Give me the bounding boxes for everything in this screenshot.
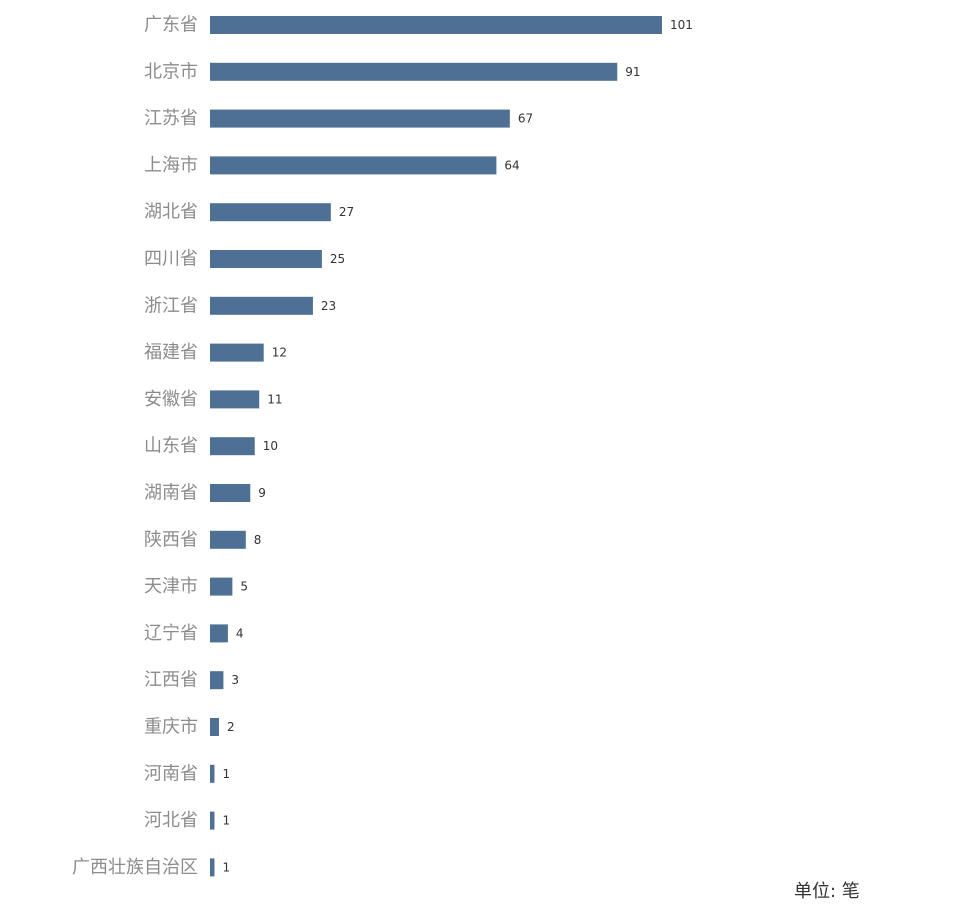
category-label: 河南省 [144, 763, 198, 784]
category-label: 北京市 [144, 61, 198, 82]
category-label: 广西壮族自治区 [72, 857, 198, 878]
bar [210, 203, 331, 222]
category-label: 辽宁省 [144, 623, 198, 644]
category-label: 陕西省 [144, 529, 198, 550]
category-label: 湖北省 [144, 202, 198, 223]
value-label: 9 [258, 486, 266, 500]
unit-label: 单位: 笔 [794, 881, 860, 902]
value-label: 1 [222, 860, 230, 874]
category-label: 湖南省 [144, 483, 198, 504]
bar [210, 718, 219, 736]
value-label: 25 [330, 252, 345, 266]
category-label: 安徽省 [144, 389, 198, 410]
category-label: 福建省 [144, 342, 198, 363]
bar [210, 250, 322, 268]
bar [210, 437, 255, 456]
value-label: 64 [504, 158, 519, 172]
category-label: 江苏省 [144, 108, 198, 129]
category-label: 江西省 [144, 670, 198, 691]
value-label: 101 [670, 18, 693, 32]
value-label: 5 [240, 580, 248, 594]
bar [210, 62, 618, 81]
value-label: 27 [339, 205, 354, 219]
category-label: 上海市 [144, 155, 198, 176]
value-label: 3 [231, 673, 239, 687]
bar [210, 671, 224, 690]
bar [210, 484, 251, 502]
bar [210, 343, 264, 362]
value-label: 1 [222, 814, 230, 828]
value-label: 12 [272, 346, 287, 360]
bar [210, 858, 215, 877]
category-label: 天津市 [144, 576, 198, 597]
category-label: 广东省 [144, 15, 198, 36]
value-label: 10 [263, 439, 278, 453]
category-label: 重庆市 [144, 717, 198, 738]
value-label: 4 [236, 626, 244, 640]
value-label: 11 [267, 392, 282, 406]
bar [210, 811, 215, 830]
bar [210, 109, 510, 128]
category-label: 浙江省 [144, 295, 198, 316]
value-label: 2 [227, 720, 235, 734]
bar [210, 764, 215, 783]
value-label: 23 [321, 299, 336, 313]
bar [210, 530, 246, 549]
bar [210, 577, 233, 596]
value-label: 67 [518, 112, 533, 126]
value-label: 8 [254, 533, 262, 547]
value-label: 91 [625, 65, 640, 79]
bar [210, 296, 313, 315]
value-label: 1 [222, 767, 230, 781]
category-label: 山东省 [144, 436, 198, 457]
category-label: 四川省 [144, 249, 198, 270]
category-label: 河北省 [144, 810, 198, 831]
bar [210, 156, 497, 175]
bar [210, 624, 228, 643]
bar [210, 16, 662, 34]
bar [210, 390, 260, 409]
